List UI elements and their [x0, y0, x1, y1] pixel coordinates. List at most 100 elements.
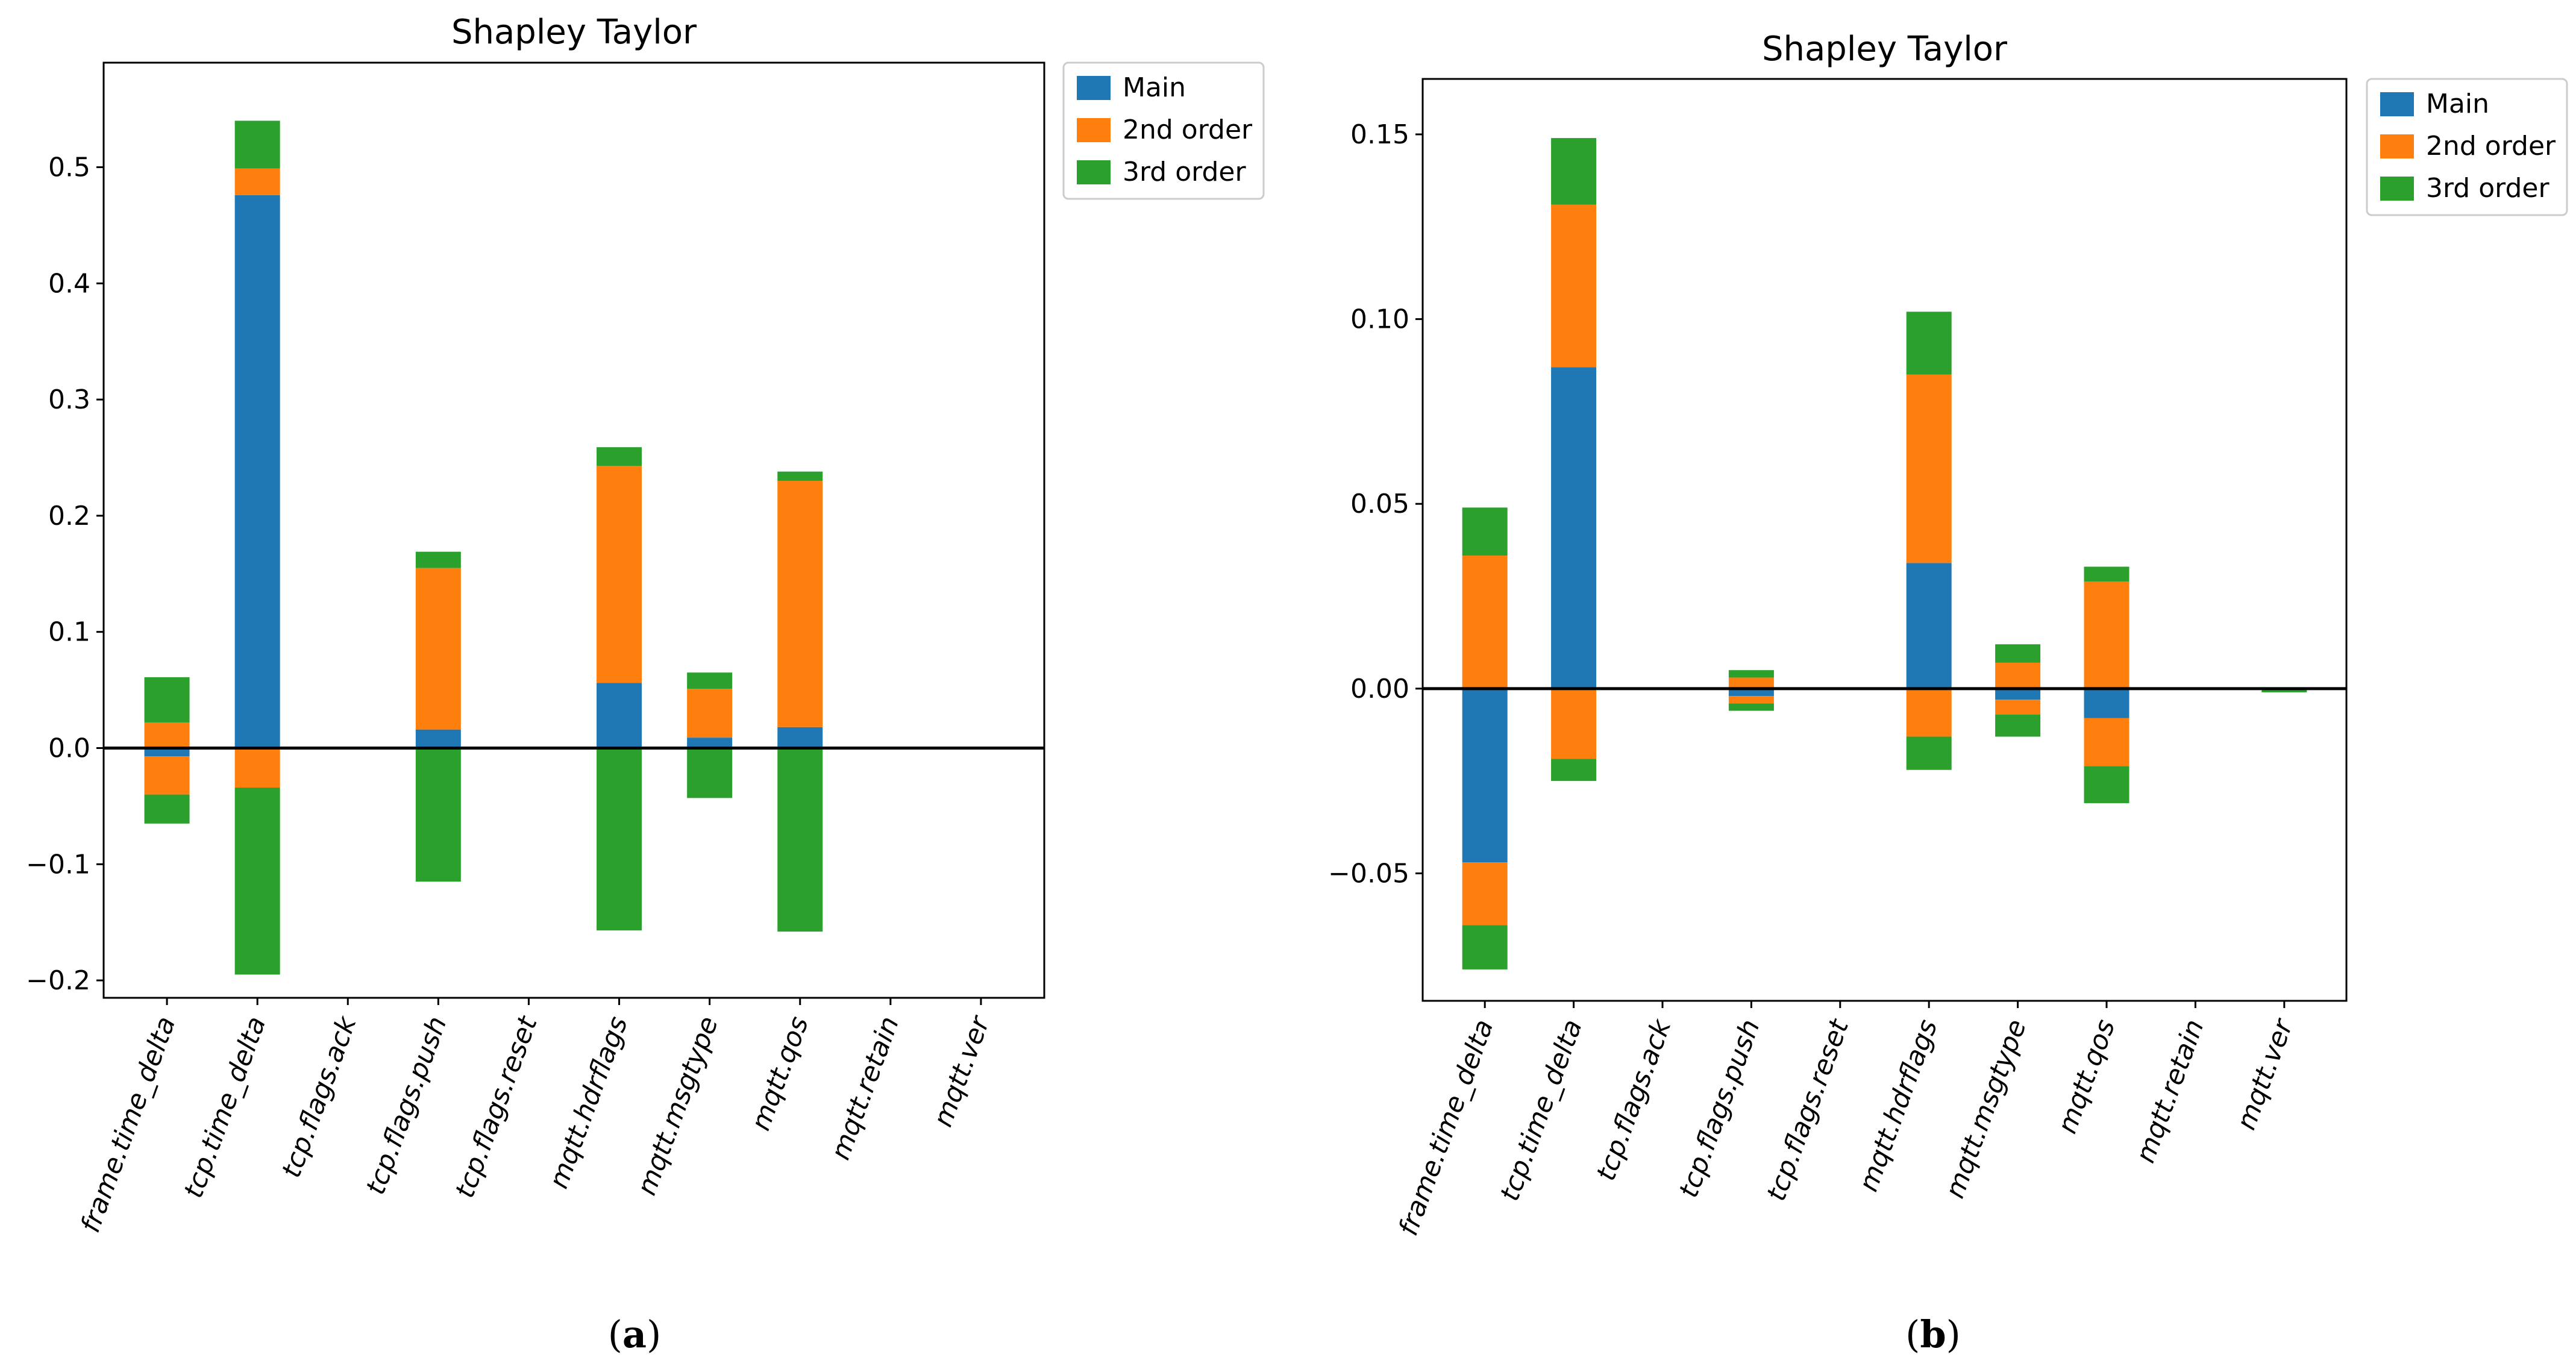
bar-segment-3rd-order: [777, 471, 823, 481]
y-tick-label: 0.15: [1350, 119, 1409, 150]
bar-segment-2nd-order: [1462, 556, 1508, 689]
legend-label: Main: [2426, 89, 2489, 119]
panel-caption: (a): [608, 1312, 662, 1356]
x-tick-label: frame.time_delta: [75, 1012, 181, 1236]
bar-segment-main: [415, 729, 461, 748]
legend-box: [2366, 78, 2568, 216]
caption-open-paren: (: [1905, 1312, 1920, 1356]
x-tick-label: mqtt.qos: [2052, 1015, 2121, 1138]
bar-segment-3rd-order: [1462, 925, 1508, 969]
bar-segment-main: [1462, 688, 1508, 863]
x-tick-label: mqtt.hdrflags: [544, 1012, 634, 1192]
bar-segment-2nd-order: [2084, 581, 2129, 689]
y-tick-label: 0.05: [1350, 489, 1409, 519]
caption-close-paren: ): [647, 1312, 661, 1356]
chart-title: Shapley Taylor: [451, 13, 697, 52]
x-tick-label: tcp.time_delta: [1494, 1015, 1588, 1205]
x-tick-label: mqtt.hdrflags: [1853, 1015, 1943, 1195]
plot-frame: [102, 61, 1045, 999]
bar-segment-2nd-order: [144, 756, 190, 795]
y-tick-label: 0.2: [48, 501, 90, 531]
x-tick-label: tcp.flags.reset: [450, 1012, 544, 1202]
y-tick-label: 0.5: [48, 152, 90, 183]
x-tick-label: mqtt.msgtype: [1940, 1015, 2032, 1202]
legend-swatch-3rd-order: [2380, 177, 2414, 201]
x-tick-label: tcp.time_delta: [178, 1012, 272, 1202]
y-tick-label: −0.05: [1328, 858, 1409, 889]
bar-segment-2nd-order: [234, 748, 280, 788]
bar-segment-2nd-order: [1728, 677, 1774, 689]
bar-segment-main: [234, 195, 280, 748]
caption-letter: a: [622, 1312, 647, 1356]
bar-segment-3rd-order: [144, 677, 190, 723]
legend-box: [1062, 61, 1265, 200]
x-tick-label: tcp.flags.push: [360, 1012, 453, 1198]
bar-segment-main: [597, 683, 642, 748]
bar-segment-3rd-order: [2084, 566, 2129, 581]
bar-segment-2nd-order: [415, 568, 461, 730]
bar-segment-2nd-order: [1728, 696, 1774, 704]
y-tick-label: 0.0: [48, 733, 90, 763]
bar-segment-2nd-order: [234, 168, 280, 195]
x-tick-label: tcp.flags.ack: [1591, 1015, 1678, 1185]
legend-label: Main: [1123, 72, 1186, 103]
bar-segment-3rd-order: [777, 748, 823, 932]
panel-caption: (b): [1905, 1312, 1961, 1356]
y-tick-label: 0.1: [48, 617, 90, 648]
bar-segment-3rd-order: [144, 794, 190, 824]
x-tick-label: tcp.flags.ack: [276, 1012, 363, 1182]
bar-segment-2nd-order: [687, 689, 733, 738]
caption-letter: b: [1920, 1312, 1946, 1356]
bar-segment-2nd-order: [1551, 204, 1597, 368]
x-tick-label: mqtt.retain: [825, 1012, 905, 1164]
legend-swatch-main: [2380, 92, 2414, 116]
legend: Main 2nd order 3rd order: [1062, 61, 1265, 200]
bar-segment-3rd-order: [234, 788, 280, 975]
bar-segment-3rd-order: [1551, 759, 1597, 782]
legend-swatch-main: [1077, 76, 1111, 100]
bar-segment-3rd-order: [415, 551, 461, 568]
x-tick-label: frame.time_delta: [1393, 1015, 1500, 1239]
x-tick-label: mqtt.ver: [2231, 1014, 2299, 1134]
caption-open-paren: (: [608, 1312, 622, 1356]
y-tick-label: −0.1: [26, 849, 90, 880]
bar-segment-3rd-order: [415, 748, 461, 882]
bar-segment-main: [1728, 688, 1774, 697]
x-tick-label: tcp.flags.push: [1673, 1015, 1766, 1201]
bar-segment-2nd-order: [777, 481, 823, 727]
chart-b: Shapley Taylor −0.05 0.00 0.05 0.10 0.15 frame…: [1328, 30, 2568, 1356]
bar-segment-3rd-order: [1462, 507, 1508, 556]
x-tick-label: mqtt.qos: [745, 1012, 815, 1135]
y-tick-label: 0.00: [1350, 674, 1409, 704]
bar-segment-2nd-order: [1906, 688, 1952, 737]
legend-swatch-2nd-order: [1077, 118, 1111, 142]
x-tick-label: mqtt.ver: [927, 1011, 996, 1131]
bar-segment-main: [1906, 563, 1952, 689]
bar-segment-2nd-order: [144, 722, 190, 748]
y-tick-label: −0.2: [26, 965, 90, 996]
y-tick-label: 0.3: [48, 384, 90, 415]
bar-segment-3rd-order: [2084, 766, 2129, 803]
bar-segment-2nd-order: [1551, 688, 1597, 759]
bar-segment-3rd-order: [1728, 670, 1774, 678]
x-tick-label: mqtt.retain: [2130, 1015, 2210, 1167]
bar-segment-3rd-order: [1906, 736, 1952, 770]
chart-a: Shapley Taylor −0.2 −0.1 0.0 0.1 0.2 0.3 0.4 0.5…: [26, 13, 1265, 1356]
bar-segment-2nd-order: [597, 465, 642, 683]
legend-swatch-2nd-order: [2380, 134, 2414, 158]
bar-segment-3rd-order: [1995, 644, 2041, 663]
bar-segment-3rd-order: [1728, 703, 1774, 711]
legend-label: 2nd order: [1123, 114, 1253, 145]
y-tick-label: 0.4: [48, 268, 90, 299]
x-tick-label: tcp.flags.reset: [1761, 1015, 1855, 1205]
bar-segment-3rd-order: [597, 748, 642, 931]
bar-segment-main: [1995, 688, 2041, 700]
legend-label: 2nd order: [2426, 131, 2556, 161]
bar-segment-3rd-order: [687, 672, 733, 689]
bar-segment-2nd-order: [1462, 862, 1508, 926]
chart-title: Shapley Taylor: [1762, 30, 2008, 69]
bar-segment-main: [2084, 688, 2129, 718]
legend-label: 3rd order: [2426, 173, 2549, 204]
legend-label: 3rd order: [1123, 157, 1246, 187]
